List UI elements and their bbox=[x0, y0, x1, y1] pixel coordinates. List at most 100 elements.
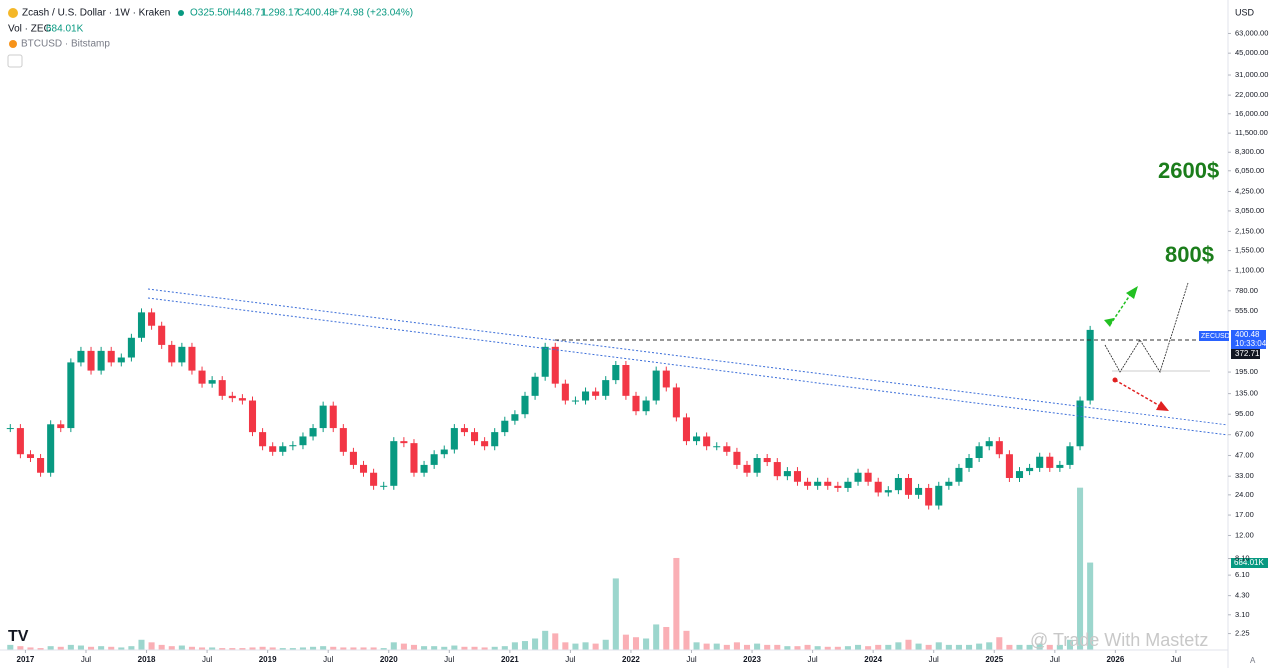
y-tick-label: 1,550.00 bbox=[1235, 246, 1264, 255]
candle-body bbox=[380, 485, 388, 487]
y-tick-label: 95.00 bbox=[1235, 409, 1254, 418]
candle-body bbox=[1005, 454, 1013, 478]
candle-body bbox=[602, 380, 610, 396]
marker-price: 372.71 bbox=[1235, 349, 1260, 358]
market-status bbox=[178, 10, 184, 16]
currency[interactable]: USD bbox=[1235, 7, 1255, 17]
volume-bar bbox=[47, 646, 54, 650]
volume-bar bbox=[754, 643, 761, 650]
x-tick-label: 2024 bbox=[864, 655, 882, 664]
volume-bar bbox=[219, 648, 226, 650]
x-tick-label: Jul bbox=[81, 655, 91, 664]
volume-bar bbox=[632, 637, 640, 650]
candle-body bbox=[541, 346, 549, 377]
candle-body bbox=[642, 400, 650, 412]
candle-body bbox=[481, 441, 489, 447]
x-tick-label: 2023 bbox=[743, 655, 761, 664]
candle-body bbox=[319, 405, 327, 429]
candle-body bbox=[218, 380, 226, 396]
candle-body bbox=[763, 458, 771, 463]
candle-body bbox=[804, 481, 812, 486]
x-tick-label: 2025 bbox=[985, 655, 1003, 664]
volume-bar bbox=[370, 647, 377, 650]
down-arrow bbox=[1114, 379, 1161, 407]
candle-body bbox=[582, 391, 590, 401]
volume-bar bbox=[743, 644, 751, 650]
candle-body bbox=[470, 432, 479, 442]
volume-bar bbox=[390, 642, 397, 650]
volume-bar bbox=[148, 642, 155, 650]
volume-bar bbox=[320, 646, 327, 650]
candle-body bbox=[1076, 400, 1084, 447]
candle-body bbox=[894, 477, 902, 491]
ohlc-change: +74.98 (+23.04%) bbox=[333, 8, 413, 19]
candle-body bbox=[985, 441, 993, 447]
volume-bar bbox=[663, 626, 670, 650]
volume-bar bbox=[643, 638, 650, 650]
volume-bar bbox=[622, 634, 629, 650]
y-tick-label: 135.00 bbox=[1235, 389, 1258, 398]
candle-body bbox=[773, 462, 781, 477]
y-tick-label: 47.00 bbox=[1235, 450, 1254, 459]
candle-body bbox=[622, 365, 630, 396]
candle-body bbox=[975, 446, 983, 459]
candle-body bbox=[208, 380, 216, 384]
volume-bar bbox=[996, 637, 1003, 650]
volume-bar bbox=[441, 646, 448, 650]
volume-bar bbox=[1056, 644, 1063, 650]
volume-bar bbox=[552, 633, 559, 650]
down-arrow-head bbox=[1156, 401, 1169, 411]
up-arrow bbox=[1109, 291, 1133, 326]
volume-tag bbox=[1231, 558, 1268, 568]
ohlc-low: L298.17 bbox=[263, 8, 300, 19]
y-tick-label: 33.00 bbox=[1235, 471, 1254, 480]
volume-bar bbox=[67, 644, 74, 650]
y-tick-label: 12.00 bbox=[1235, 530, 1254, 539]
volume-bar bbox=[935, 642, 942, 650]
compare-symbol[interactable]: BTCUSD · Bitstamp bbox=[21, 39, 110, 50]
volume-bar bbox=[410, 644, 418, 650]
bar-countdown: 10:33:04 bbox=[1235, 339, 1267, 348]
volume-bar bbox=[431, 646, 438, 650]
candle-body bbox=[370, 472, 378, 486]
candle-body bbox=[693, 436, 701, 442]
volume-bar bbox=[501, 646, 508, 650]
volume-bar bbox=[350, 647, 357, 650]
candle-body bbox=[259, 432, 267, 447]
volume-bar bbox=[188, 646, 195, 650]
volume-bar bbox=[279, 648, 286, 650]
volume-bar bbox=[875, 644, 882, 650]
volume-bar bbox=[572, 643, 579, 650]
volume-bar bbox=[562, 642, 569, 650]
volume-bar bbox=[804, 644, 811, 650]
volume-bar bbox=[461, 646, 468, 650]
candle-body bbox=[460, 428, 468, 433]
candle-body bbox=[1036, 456, 1044, 468]
volume-bar bbox=[7, 644, 14, 650]
volume-bar bbox=[592, 643, 599, 650]
y-tick-label: 67.00 bbox=[1235, 430, 1254, 439]
collapse-button[interactable] bbox=[7, 54, 23, 68]
volume-bar bbox=[915, 643, 922, 650]
candle-body bbox=[329, 405, 337, 429]
candle-body bbox=[511, 414, 519, 421]
last-price-tag bbox=[1231, 330, 1266, 349]
candle-body bbox=[117, 357, 125, 363]
y-tick-label: 31,000.00 bbox=[1235, 70, 1268, 79]
x-tick-label: Jul bbox=[565, 655, 575, 664]
auto-scale[interactable]: A bbox=[1250, 656, 1256, 665]
candle-body bbox=[915, 487, 923, 495]
marker-tag bbox=[1231, 349, 1260, 359]
candle-body bbox=[47, 424, 55, 473]
candle-body bbox=[935, 485, 943, 506]
candle-body bbox=[652, 370, 660, 401]
candle-body bbox=[450, 428, 458, 450]
y-tick-label: 1,100.00 bbox=[1235, 266, 1264, 275]
volume-bar bbox=[27, 647, 34, 650]
logo: TV bbox=[8, 628, 29, 645]
candle-body bbox=[814, 481, 822, 486]
volume-bar bbox=[1087, 562, 1094, 650]
